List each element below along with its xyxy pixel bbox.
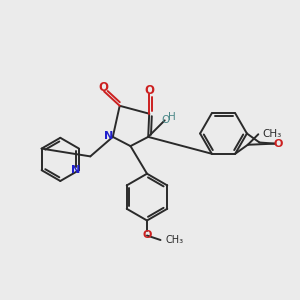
Text: CH₃: CH₃ [263,129,282,139]
Text: CH₃: CH₃ [166,235,184,245]
Text: O: O [145,84,154,97]
Text: N: N [71,165,80,175]
Text: O: O [273,139,283,148]
Text: O: O [161,115,170,125]
Text: O: O [98,81,108,94]
Text: O: O [142,230,152,240]
Text: H: H [168,112,176,122]
Text: N: N [104,131,113,141]
